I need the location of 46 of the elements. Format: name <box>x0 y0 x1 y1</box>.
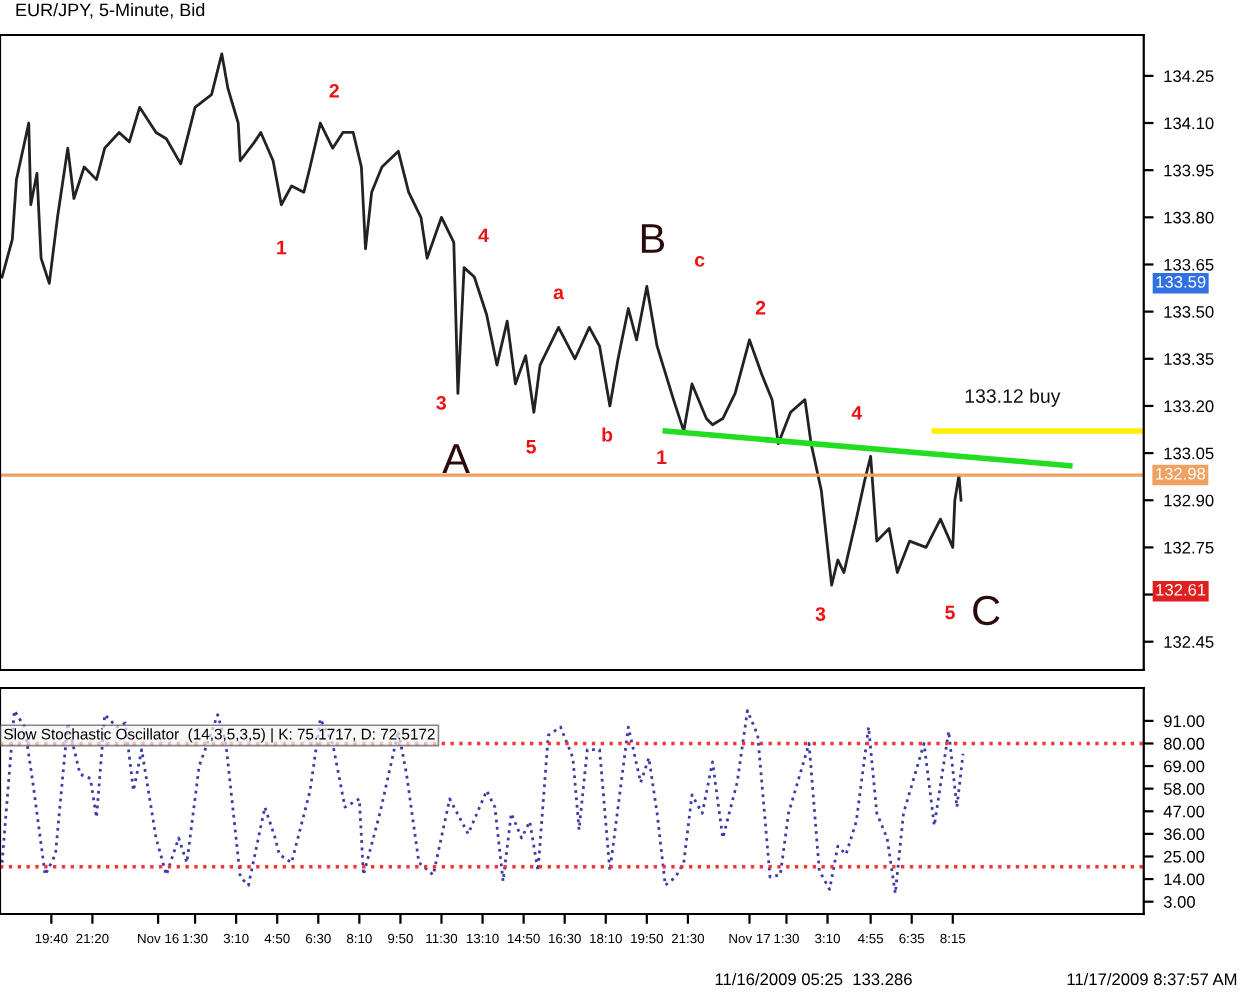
y-tick-label: 91.00 <box>1163 715 1205 728</box>
y-tick-label: 69.00 <box>1164 760 1205 773</box>
line-series <box>0 709 965 895</box>
annotation: 4 <box>478 228 489 243</box>
y-tick-label: 133.35 <box>1164 353 1214 365</box>
y-tick-label: 133.05 <box>1164 447 1214 460</box>
y-tick-label: 132.75 <box>1164 541 1214 554</box>
annotation: 5 <box>526 439 536 454</box>
y-tick-label: 58.00 <box>1163 783 1205 795</box>
annotation: b <box>602 427 613 442</box>
y-tick-label: 133.50 <box>1164 306 1214 318</box>
y-tick-label: 133.20 <box>1164 400 1214 413</box>
annotation: C <box>973 595 1000 626</box>
y-tick-label: 47.00 <box>1163 805 1205 818</box>
annotation: 133.12 buy <box>965 388 1061 407</box>
annotation: 1 <box>277 240 287 255</box>
y-tick-label: 133.95 <box>1164 164 1214 177</box>
y-tick-label: 80.00 <box>1163 737 1205 750</box>
y-tick-label: 3.00 <box>1163 896 1195 908</box>
line-series <box>0 52 963 587</box>
annotation: 2 <box>329 83 339 98</box>
annotation: 4 <box>851 406 863 420</box>
text: 11/16/2009 05:25 133.286 <box>715 972 912 986</box>
ref-line-label: 132.98 <box>1156 467 1206 480</box>
text: 132.61 <box>1156 583 1206 596</box>
annotation: c <box>694 256 705 267</box>
y-tick-label: 132.45 <box>1164 636 1214 648</box>
y-tick-label: 14.00 <box>1164 873 1205 886</box>
annotation: 1 <box>657 450 667 464</box>
y-tick-label: 132.90 <box>1164 494 1214 507</box>
annotation: 2 <box>755 300 766 315</box>
chart-title: EUR/JPY, 5-Minute, Bid <box>16 3 205 19</box>
y-tick-label: 36.00 <box>1163 828 1205 841</box>
annotation: B <box>641 224 665 253</box>
y-tick-label: 134.25 <box>1164 70 1214 83</box>
annotation: a <box>553 288 565 300</box>
annotation: A <box>442 444 470 473</box>
annotation: 3 <box>815 607 826 621</box>
y-tick-label: 133.80 <box>1164 211 1214 224</box>
text: 133.59 <box>1156 275 1206 288</box>
y-tick-label: 133.65 <box>1164 258 1214 271</box>
y-tick-label: 25.00 <box>1164 850 1205 863</box>
y-tick-label: 134.10 <box>1164 117 1214 130</box>
annotation: 3 <box>436 395 446 410</box>
text: 11/17/2009 8:37:57 AM <box>1067 972 1237 986</box>
annotation: 5 <box>945 605 955 620</box>
